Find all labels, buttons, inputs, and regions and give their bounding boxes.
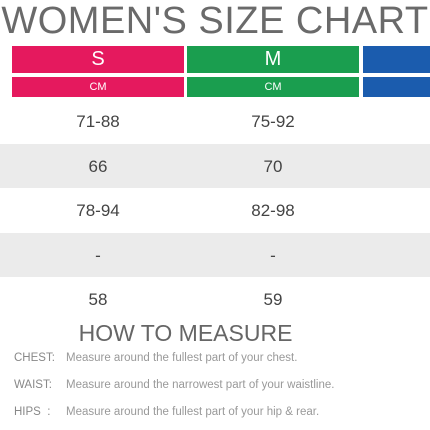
cell: 82-98 <box>251 201 295 221</box>
row <box>0 232 430 278</box>
column-header <box>363 46 430 73</box>
row <box>0 143 430 189</box>
cell: - <box>95 245 101 265</box>
column-header: M <box>187 46 359 73</box>
cell: 59 <box>263 290 283 310</box>
measure-text: Measure around the narrowest part of you… <box>66 379 335 391</box>
column-header: S <box>12 46 184 73</box>
cell: - <box>270 245 276 265</box>
measure-text: Measure around the fullest part of your … <box>66 352 298 364</box>
section-title: HOW TO MEASURE <box>78 320 293 346</box>
cell: 71-88 <box>76 112 120 131</box>
cell: 75-92 <box>251 112 295 131</box>
unit-header: CM <box>12 77 184 97</box>
cell: 70 <box>263 156 283 176</box>
cell: 66 <box>88 156 108 176</box>
row <box>0 188 430 234</box>
measure-label: HIPS : <box>14 406 51 418</box>
title: WOMEN'S SIZE CHART <box>1 0 429 42</box>
measure-label: CHEST: <box>14 352 55 364</box>
measure-label: WAIST: <box>14 379 52 391</box>
row <box>0 277 430 323</box>
row <box>0 99 430 144</box>
measure-text: Measure around the fullest part of your … <box>66 406 320 418</box>
unit-header <box>363 77 430 97</box>
cell: 58 <box>88 290 108 310</box>
unit-header: CM <box>187 77 359 97</box>
cell: 78-94 <box>76 201 120 221</box>
